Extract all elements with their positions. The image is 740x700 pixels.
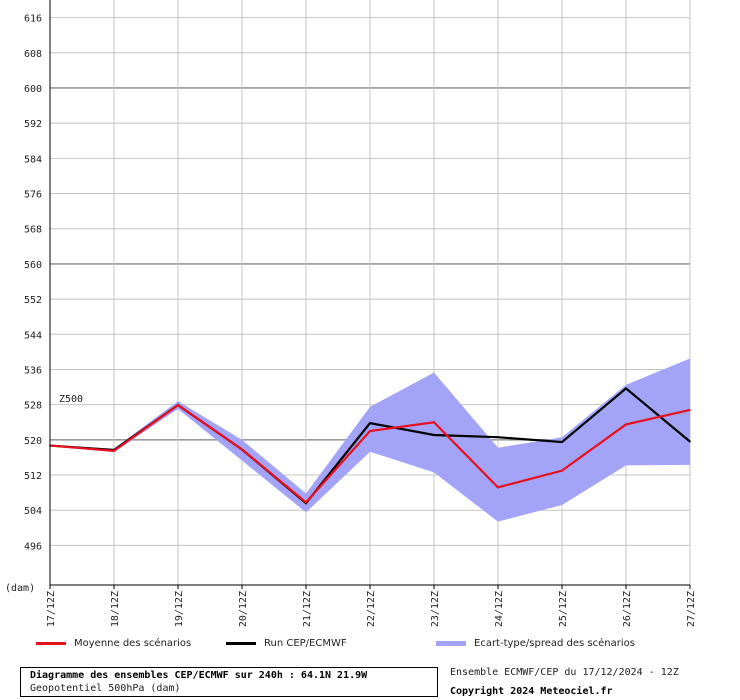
lines-layer xyxy=(49,386,691,505)
y-tick-label: 528 xyxy=(24,401,42,412)
mean-point xyxy=(497,486,499,489)
y-tick-label: 552 xyxy=(24,295,42,306)
y-tick-label: 568 xyxy=(24,225,42,236)
y-tick-label: 600 xyxy=(24,84,42,95)
y-unit-label: (dam) xyxy=(5,583,35,594)
legend-label-spread: Ecart-type/spread des scénarios xyxy=(474,638,635,649)
run-point xyxy=(433,434,435,436)
y-tick-label: 544 xyxy=(24,330,42,341)
axes-layer: 496 504 512 520 528 536 544 552 560 568 576 584 592 6… xyxy=(24,0,697,627)
x-tick-label: 18/12Z xyxy=(110,591,121,627)
run-point xyxy=(497,436,499,439)
mean-point xyxy=(433,421,435,424)
x-tick-label: 23/12Z xyxy=(430,591,441,627)
run-point xyxy=(369,422,371,424)
legend-item-run: Run CEP/ECMWF xyxy=(226,638,347,649)
ensemble-run-info: Ensemble ECMWF/CEP du 17/12/2024 - 12Z xyxy=(450,667,679,678)
x-tick-label: 17/12Z xyxy=(46,591,57,627)
legend-label-run: Run CEP/ECMWF xyxy=(264,638,347,649)
y-tick-label: 504 xyxy=(24,506,42,517)
x-tick-label: 26/12Z xyxy=(622,591,633,627)
x-tick-label: 24/12Z xyxy=(494,591,505,627)
run-point xyxy=(561,441,563,443)
mean-point xyxy=(177,404,179,406)
legend-swatch-mean xyxy=(36,642,66,645)
mean-point xyxy=(241,448,243,451)
run-point xyxy=(625,387,627,390)
x-tick-label: 25/12Z xyxy=(558,591,569,627)
legend-swatch-spread xyxy=(436,641,466,646)
legend-swatch-run xyxy=(226,642,256,645)
legend-item-spread: Ecart-type/spread des scénarios xyxy=(436,638,635,649)
grid xyxy=(50,0,691,585)
chart-area: 496 504 512 520 528 536 544 552 560 568 576 584 592 6… xyxy=(5,0,697,627)
x-tick-label: 20/12Z xyxy=(238,591,249,627)
mean-point xyxy=(369,430,371,432)
x-tick-label: 27/12Z xyxy=(686,591,697,627)
x-tick-label: 21/12Z xyxy=(302,591,313,627)
mean-point xyxy=(625,423,627,426)
y-tick-label: 512 xyxy=(24,471,42,482)
y-tick-label: 560 xyxy=(24,260,42,271)
y-tick-label: 576 xyxy=(24,190,42,201)
series-label: Z500 xyxy=(59,394,83,405)
spread-band xyxy=(50,358,690,522)
mean-point xyxy=(689,409,691,411)
legend-item-mean: Moyenne des scénarios xyxy=(36,638,191,649)
mean-point xyxy=(305,501,307,504)
info-box: Diagramme des ensembles CEP/ECMWF sur 24… xyxy=(20,667,438,697)
y-tick-label: 584 xyxy=(24,154,42,165)
chart-title: Diagramme des ensembles CEP/ECMWF sur 24… xyxy=(30,670,368,681)
y-tick-label: 520 xyxy=(24,436,42,447)
y-tick-label: 536 xyxy=(24,365,42,376)
chart-subtitle: Geopotentiel 500hPa (dam) xyxy=(30,683,181,694)
legend-label-mean: Moyenne des scénarios xyxy=(74,638,192,649)
x-tick-label: 22/12Z xyxy=(366,591,377,627)
spread-layer xyxy=(50,358,690,522)
run-point xyxy=(689,440,691,443)
y-tick-label: 496 xyxy=(24,541,42,552)
y-tick-label: 608 xyxy=(24,49,42,60)
mean-point xyxy=(113,450,115,452)
legend: Moyenne des scénarios Run CEP/ECMWF Ecar… xyxy=(0,638,740,656)
x-tick-label: 19/12Z xyxy=(174,591,185,627)
y-tick-label: 592 xyxy=(24,119,42,130)
copyright: Copyright 2024 Meteociel.fr xyxy=(450,686,613,697)
y-tick-label: 616 xyxy=(24,14,42,25)
mean-point xyxy=(561,469,563,472)
